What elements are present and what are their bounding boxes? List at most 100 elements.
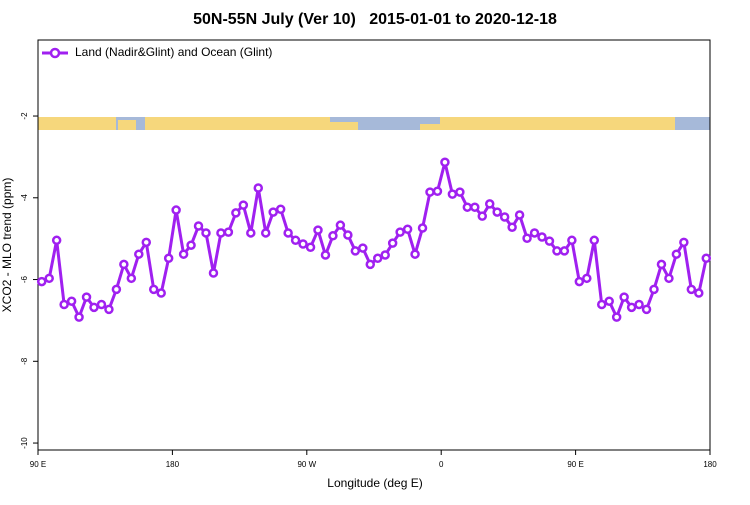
data-point [119, 259, 129, 270]
data-point [656, 259, 667, 270]
data-point [604, 296, 614, 306]
x-tick-label: 90 E [567, 460, 583, 469]
data-point [320, 250, 331, 260]
data-point [544, 236, 555, 246]
x-tick-label: 90 E [30, 460, 46, 469]
data-point [634, 299, 644, 310]
data-point [641, 304, 652, 315]
data-point [417, 223, 428, 233]
y-tick-label: -6 [20, 275, 29, 283]
data-point [447, 189, 458, 199]
data-point [686, 284, 697, 295]
data-point [343, 230, 353, 240]
data-point [74, 312, 84, 322]
data-point [275, 204, 286, 214]
legend: Land (Nadir&Glint) and Ocean (Glint) [42, 45, 272, 59]
data-point [305, 242, 316, 252]
data-point [51, 235, 62, 246]
data-point [223, 227, 234, 237]
data-point [372, 253, 383, 264]
data-point [208, 268, 219, 278]
data-point [492, 207, 502, 217]
data-point [238, 200, 249, 210]
land-band [440, 117, 675, 130]
data-point [664, 273, 674, 284]
x-tick-label: 0 [439, 460, 444, 469]
data-point [499, 212, 510, 222]
x-tick-label: 180 [166, 460, 180, 469]
data-point [246, 228, 256, 238]
data-point [126, 273, 137, 284]
data-point [156, 288, 166, 298]
y-tick-label: -2 [20, 112, 29, 120]
legend-label: Land (Nadir&Glint) and Ocean (Glint) [75, 45, 272, 59]
data-point [380, 250, 390, 260]
land-band [330, 122, 358, 130]
data-point [596, 299, 607, 310]
data-point [313, 225, 323, 235]
x-axis-label: Longitude (deg E) [327, 476, 422, 490]
data-point [679, 237, 689, 248]
data-point [335, 220, 346, 230]
data-point [559, 246, 570, 256]
data-point [253, 183, 264, 193]
data-point [44, 273, 54, 284]
data-point [290, 235, 301, 246]
data-point [231, 208, 241, 218]
data-point [111, 284, 122, 295]
data-point [178, 249, 189, 259]
data-point [283, 228, 293, 238]
land-ocean-band [38, 117, 710, 130]
data-point [410, 249, 420, 259]
data-point [96, 299, 107, 310]
data-point [574, 276, 585, 287]
data-point [432, 186, 443, 196]
data-point [694, 288, 704, 298]
data-point [104, 304, 114, 315]
data-point [148, 284, 159, 295]
plot-frame [37, 39, 711, 451]
data-point [163, 253, 174, 264]
data-point [186, 240, 196, 250]
data-point [260, 228, 271, 238]
y-tick-label: -8 [20, 357, 29, 365]
data-point [268, 207, 278, 217]
legend-marker [49, 47, 61, 59]
y-tick-label: -4 [20, 194, 29, 202]
data-point [671, 249, 682, 259]
land-band [118, 120, 136, 130]
data-point [201, 228, 211, 238]
land-band [145, 117, 330, 130]
y-axis-label: XCO2 - MLO trend (ppm) [0, 178, 14, 313]
data-point [66, 296, 77, 306]
data-point [440, 157, 450, 167]
data-point [141, 237, 152, 248]
series-line [41, 160, 708, 319]
data-point [216, 228, 226, 238]
data-point [567, 235, 577, 246]
data-point [582, 273, 592, 284]
data-point [350, 246, 361, 256]
data-point [425, 187, 435, 197]
data-point [477, 211, 488, 221]
data-point [619, 292, 629, 302]
data-point [395, 227, 405, 237]
data-point [589, 235, 600, 246]
data-point [81, 292, 92, 302]
data-point [507, 222, 517, 232]
chart-title: 50N-55N July (Ver 10) 2015-01-01 to 2020… [193, 11, 557, 28]
land-band [38, 117, 116, 130]
data-point [462, 202, 473, 212]
land-band [420, 124, 440, 130]
data-point [328, 231, 338, 241]
data-point [387, 238, 398, 248]
data-point [298, 239, 308, 249]
data-point [402, 224, 413, 235]
data-point [89, 302, 99, 313]
data-point [365, 259, 376, 270]
data-point [552, 246, 562, 256]
data-point [701, 253, 712, 264]
x-tick-label: 180 [703, 460, 717, 469]
